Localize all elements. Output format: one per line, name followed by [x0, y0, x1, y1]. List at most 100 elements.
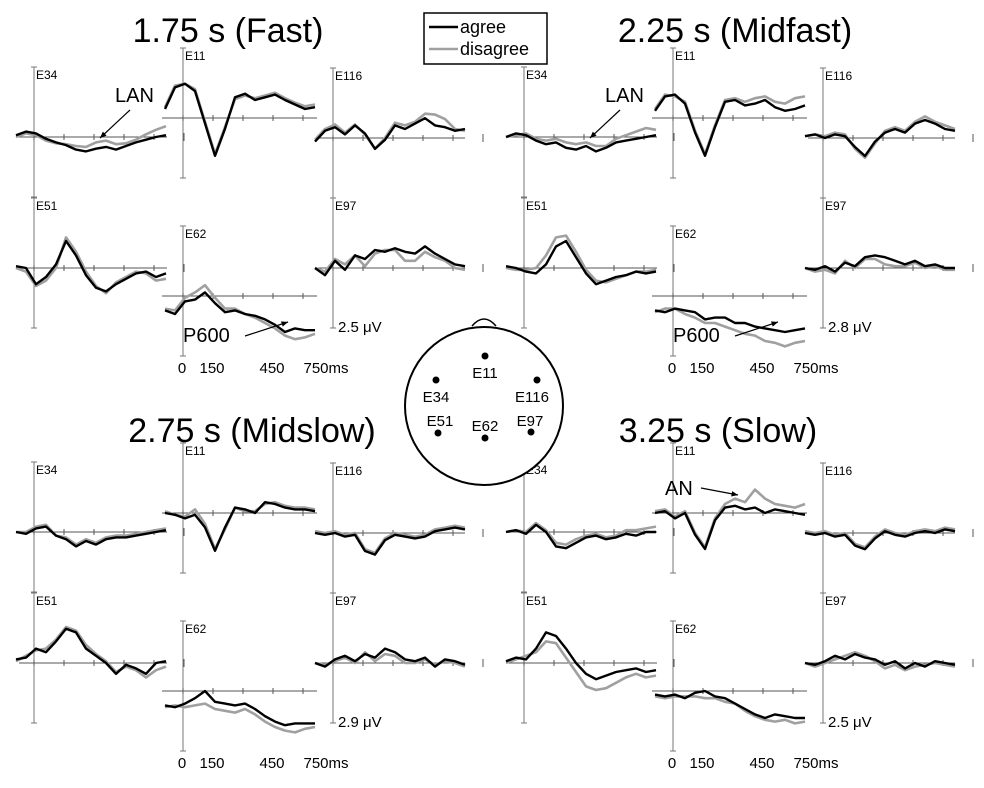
- head-electrode-dot: [434, 429, 442, 437]
- electrode-label: E51: [526, 594, 548, 608]
- head-electrode-label: E62: [472, 418, 499, 435]
- disagree-trace: [653, 93, 806, 156]
- disagree-trace: [505, 640, 657, 692]
- electrode-label: E116: [825, 464, 852, 478]
- electrode-label: E62: [675, 227, 697, 241]
- disagree-trace: [314, 524, 466, 555]
- electrode-panel-e34: E34: [505, 66, 675, 198]
- agree-trace: [164, 291, 315, 334]
- condition-panel-group: 2.75 s (Midslow) E34 E11 E116 E51 E62 E97 2.9 μ…: [15, 412, 484, 772]
- agree-trace: [15, 130, 167, 153]
- annotation-arrow-line: [734, 321, 779, 337]
- time-tick-label: 450: [749, 755, 774, 772]
- electrode-label: E11: [675, 49, 696, 63]
- electrode-panel-e116: E116: [314, 67, 484, 199]
- electrode-panel-e116: E116: [804, 462, 974, 594]
- agree-trace: [804, 254, 955, 273]
- electrode-label: E51: [36, 594, 58, 608]
- agree-trace: [654, 504, 806, 551]
- time-tick-label: 750ms: [303, 755, 348, 772]
- time-tick-label: 750ms: [793, 755, 838, 772]
- disagree-trace: [505, 234, 657, 284]
- electrode-panel-e62: E62: [162, 620, 334, 752]
- electrode-panel-e34: E34: [505, 461, 675, 593]
- agree-trace: [15, 525, 167, 548]
- head-electrode-dot: [527, 428, 535, 436]
- condition-title: 2.25 s (Midfast): [618, 12, 852, 50]
- condition-title: 2.75 s (Midslow): [128, 412, 376, 450]
- head-electrode-label: E97: [517, 413, 544, 430]
- agree-trace: [505, 132, 657, 153]
- agree-trace: [804, 118, 956, 158]
- agree-trace: [15, 239, 167, 293]
- electrode-panel-e62: E62: [652, 620, 824, 752]
- condition-panel-group: 2.25 s (Midfast) E34 E11 E116 E51 E62 E97 2.8 μ…: [505, 12, 974, 377]
- electrode-panel-e11: E11: [162, 47, 334, 179]
- electrode-panel-e62: E62: [162, 225, 334, 357]
- agree-trace: [314, 245, 466, 277]
- voltage-scale-label: 2.9 μV: [338, 714, 382, 731]
- time-tick-label: 150: [689, 360, 714, 377]
- electrode-label: E97: [825, 594, 847, 608]
- electrode-panel-e97: E97: [804, 197, 974, 329]
- voltage-scale-label: 2.5 μV: [828, 714, 872, 731]
- agree-trace: [505, 523, 656, 550]
- agree-trace: [505, 631, 657, 681]
- time-tick-label: 150: [689, 755, 714, 772]
- time-tick-label: 150: [199, 755, 224, 772]
- disagree-trace: [16, 523, 167, 546]
- electrode-label: E11: [675, 444, 696, 458]
- component-annotation: P600: [183, 325, 230, 347]
- time-tick-label: 750ms: [303, 360, 348, 377]
- annotation-arrow-line: [244, 321, 289, 337]
- electrode-panel-e51: E51: [15, 197, 185, 329]
- annotation-arrow-line: [99, 109, 131, 139]
- electrode-label: E97: [335, 199, 357, 213]
- electrode-label: E116: [825, 69, 852, 83]
- voltage-scale-label: 2.8 μV: [828, 319, 872, 336]
- electrode-label: E116: [335, 464, 362, 478]
- electrode-panel-e116: E116: [804, 67, 974, 199]
- legend-disagree-label: disagree: [460, 39, 529, 59]
- electrode-panel-e51: E51: [505, 197, 675, 329]
- electrode-panel-e34: E34: [15, 66, 185, 198]
- condition-title: 3.25 s (Slow): [619, 412, 817, 450]
- electrode-label: E62: [185, 622, 207, 636]
- agree-trace: [314, 117, 466, 150]
- head-electrode-dot: [533, 376, 541, 384]
- electrode-label: E51: [526, 199, 548, 213]
- time-tick-label: 750ms: [793, 360, 838, 377]
- disagree-trace: [314, 112, 466, 151]
- agree-trace: [314, 647, 466, 668]
- disagree-trace: [505, 521, 657, 546]
- condition-panel-group: 1.75 s (Fast) E34 E11 E116 E51 E62 E97 2.5 μV 0 1…: [15, 12, 484, 377]
- electrode-panel-e116: E116: [314, 462, 484, 594]
- electrode-label: E51: [36, 199, 58, 213]
- annotation-arrow-head: [281, 321, 288, 327]
- disagree-trace: [164, 702, 316, 734]
- electrode-label: E34: [526, 68, 548, 82]
- time-tick-label: 150: [199, 360, 224, 377]
- head-outline: [404, 326, 564, 486]
- condition-title: 1.75 s (Fast): [133, 12, 324, 50]
- agree-trace: [804, 652, 956, 670]
- electrode-panel-e11: E11: [652, 47, 824, 179]
- electrode-panel-e97: E97: [314, 592, 484, 724]
- voltage-scale-label: 2.5 μV: [338, 319, 382, 336]
- agree-trace: [804, 528, 956, 551]
- electrode-panel-e97: E97: [804, 592, 974, 724]
- time-tick-label: 0: [178, 755, 186, 772]
- agree-trace: [164, 501, 316, 552]
- electrode-panel-e51: E51: [505, 592, 675, 724]
- time-tick-label: 450: [749, 360, 774, 377]
- head-electrode-label: E116: [515, 389, 549, 406]
- disagree-trace: [15, 124, 167, 149]
- component-annotation: LAN: [605, 85, 644, 107]
- head-electrode-label: E34: [423, 389, 450, 406]
- electrode-panel-e97: E97: [314, 197, 484, 329]
- component-annotation: AN: [665, 478, 693, 500]
- annotation-arrow-head: [100, 131, 107, 138]
- agree-trace: [654, 93, 806, 157]
